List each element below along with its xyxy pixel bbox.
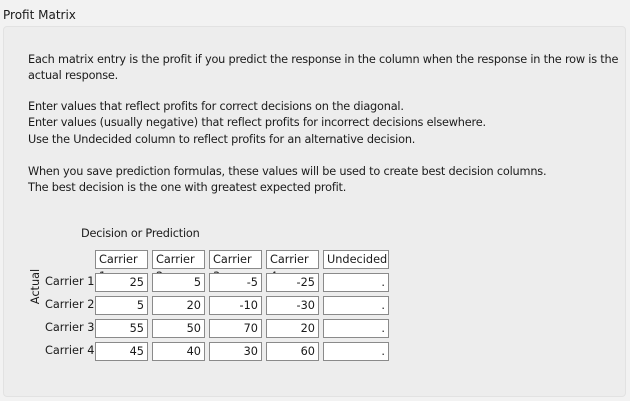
matrix-cell-input[interactable]: . [323, 296, 389, 315]
column-header[interactable]: Carrier 1 [95, 250, 148, 283]
matrix-cell-input[interactable]: 30 [209, 342, 262, 361]
matrix-cell-input[interactable]: -5 [209, 273, 262, 292]
matrix-cell-input[interactable]: 70 [209, 319, 262, 338]
instruction-text: Each matrix entry is the profit if you p… [28, 53, 619, 66]
instruction-text: Enter values (usually negative) that ref… [28, 116, 486, 129]
row-label: Carrier 2 [45, 298, 95, 311]
matrix-cell-input[interactable]: 20 [152, 296, 205, 315]
matrix-cell-input[interactable]: 25 [95, 273, 148, 292]
matrix-cell-input[interactable]: 5 [152, 273, 205, 292]
column-header[interactable]: Carrier 2 [152, 250, 205, 283]
row-label: Carrier 3 [45, 321, 95, 334]
matrix-cell-input[interactable]: 45 [95, 342, 148, 361]
column-header[interactable]: Carrier 3 [209, 250, 262, 283]
row-label: Carrier 4 [45, 344, 95, 357]
column-axis-label: Decision or Prediction [81, 227, 200, 240]
matrix-cell-input[interactable]: 20 [266, 319, 319, 338]
matrix-cell-input[interactable]: 55 [95, 319, 148, 338]
matrix-cell-input[interactable]: . [323, 319, 389, 338]
matrix-cell-input[interactable]: -30 [266, 296, 319, 315]
matrix-cell-input[interactable]: 60 [266, 342, 319, 361]
instruction-text: Enter values that reflect profits for co… [28, 100, 404, 113]
instruction-text: The best decision is the one with greate… [28, 181, 347, 194]
row-label: Carrier 1 [45, 275, 95, 288]
section-title: Profit Matrix [3, 8, 76, 22]
matrix-cell-input[interactable]: -25 [266, 273, 319, 292]
instruction-text: When you save prediction formulas, these… [28, 165, 547, 178]
instruction-text: Use the Undecided column to reflect prof… [28, 133, 416, 146]
instruction-text: actual response. [28, 69, 119, 82]
matrix-cell-input[interactable]: 50 [152, 319, 205, 338]
column-header[interactable]: Carrier 4 [266, 250, 319, 283]
matrix-cell-input[interactable]: . [323, 273, 389, 292]
matrix-cell-input[interactable]: . [323, 342, 389, 361]
column-header[interactable]: Undecided [323, 250, 389, 269]
matrix-cell-input[interactable]: 5 [95, 296, 148, 315]
matrix-cell-input[interactable]: 40 [152, 342, 205, 361]
row-axis-label: Actual [29, 268, 43, 305]
matrix-cell-input[interactable]: -10 [209, 296, 262, 315]
